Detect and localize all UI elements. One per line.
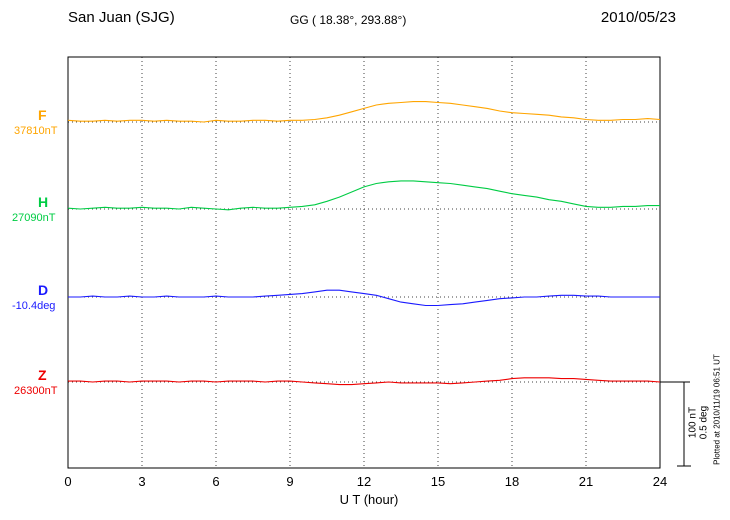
baseline-value-F: 37810nT: [14, 125, 58, 137]
trace-F: [67, 101, 661, 123]
station-title: San Juan (SJG): [68, 9, 175, 26]
scale-bar-label-deg: 0.5 deg: [698, 405, 710, 440]
baseline-value-Z: 26300nT: [14, 385, 58, 397]
baseline-value-H: 27090nT: [12, 212, 56, 224]
trace-D: [68, 289, 660, 307]
x-tick-label: 18: [504, 474, 520, 489]
x-tick-label: 12: [356, 474, 372, 489]
plot-frame: [67, 56, 661, 469]
x-tick-label: 24: [652, 474, 668, 489]
geographic-coords: GG ( 18.38°, 293.88°): [290, 13, 407, 27]
component-label-D: D: [38, 282, 49, 298]
x-tick-label: 9: [286, 474, 294, 489]
trace-Z: [68, 377, 661, 386]
plotted-at-note: Plotted at 2010/11/19 06:51 UT: [712, 354, 722, 465]
scale-bar-label-nt: 100 nT: [687, 406, 699, 439]
component-label-F: F: [38, 107, 47, 123]
x-tick-label: 15: [430, 474, 446, 489]
x-axis-label: U T (hour): [339, 492, 399, 507]
component-label-H: H: [38, 194, 49, 210]
x-tick-label: 0: [64, 474, 72, 489]
plot-date: 2010/05/23: [600, 9, 676, 26]
trace-H: [67, 180, 660, 211]
x-tick-label: 6: [212, 474, 220, 489]
x-tick-label: 3: [138, 474, 146, 489]
x-tick-label: 21: [578, 474, 594, 489]
baseline-value-D: -10.4deg: [12, 300, 56, 312]
component-label-Z: Z: [38, 367, 47, 383]
